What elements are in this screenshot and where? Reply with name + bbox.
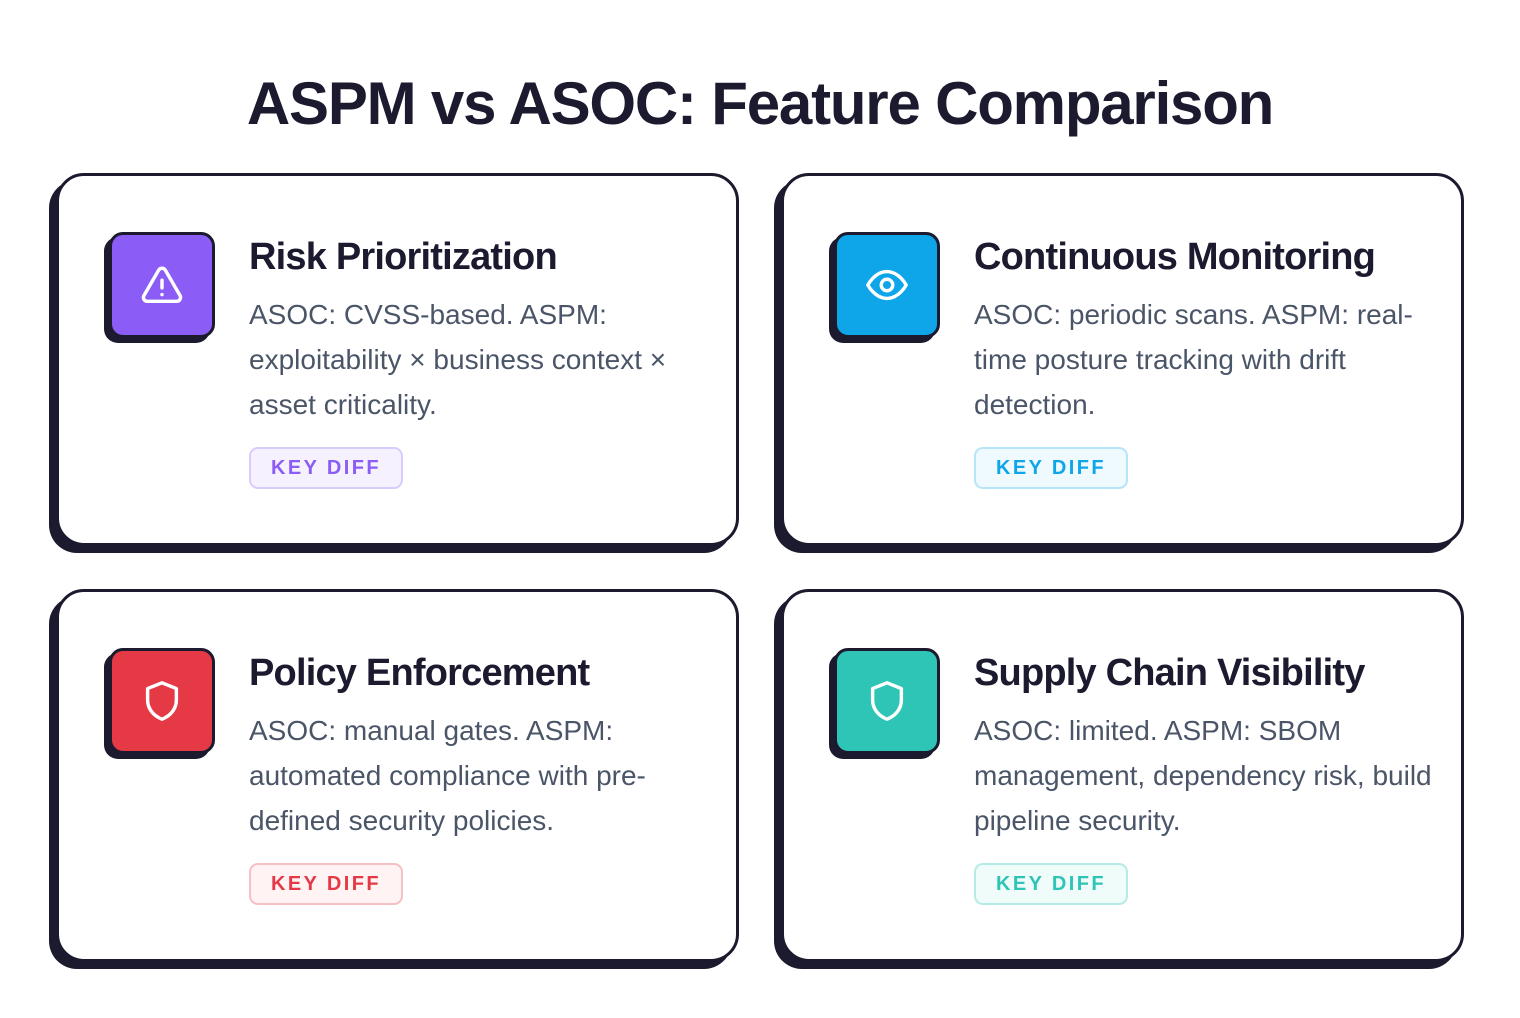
key-diff-badge: KEY DIFF [249,447,403,489]
card-title: Risk Prioritization [249,236,558,278]
card-title: Supply Chain Visibility [974,652,1365,694]
card-description: ASOC: manual gates. ASPM: automated comp… [249,715,646,836]
card-title: Policy Enforcement [249,652,590,694]
warning-triangle-icon [141,266,183,304]
icon-box [109,232,215,338]
icon-box [834,232,940,338]
feature-card-continuous-monitoring: Continuous Monitoring ASOC: periodic sca… [781,173,1464,546]
key-diff-badge: KEY DIFF [974,863,1128,905]
icon-box [834,648,940,754]
card-title: Continuous Monitoring [974,236,1376,278]
card-description: ASOC: limited. ASPM: SBOM management, de… [974,715,1432,836]
card-description: ASOC: CVSS-based. ASPM: exploitability ×… [249,299,667,420]
shield-icon [870,681,904,721]
feature-card-risk-prioritization: Risk Prioritization ASOC: CVSS-based. AS… [56,173,739,546]
page-title: ASPM vs ASOC: Feature Comparison [246,70,1274,137]
feature-card-supply-chain-visibility: Supply Chain Visibility ASOC: limited. A… [781,589,1464,962]
eye-icon [866,269,908,301]
shield-icon [145,681,179,721]
key-diff-badge: KEY DIFF [249,863,403,905]
feature-card-policy-enforcement: Policy Enforcement ASOC: manual gates. A… [56,589,739,962]
icon-box [109,648,215,754]
key-diff-badge: KEY DIFF [974,447,1128,489]
card-description: ASOC: periodic scans. ASPM: real-time po… [974,299,1413,420]
